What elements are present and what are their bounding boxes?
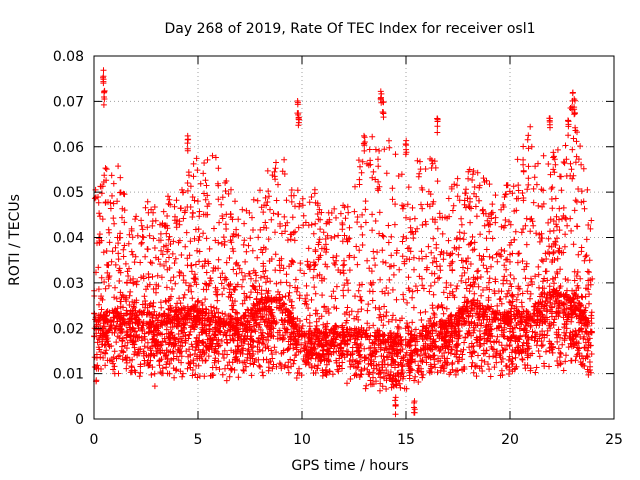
x-tick-label: 0 — [90, 432, 99, 448]
y-axis-label: ROTI / TECUs — [7, 194, 23, 286]
y-tick-label: 0.01 — [53, 367, 84, 383]
axis-ticks — [93, 55, 615, 420]
x-tick-label: 25 — [605, 432, 623, 448]
axis-tick-labels: 0 5 10 15 20 25 0 0.01 0.02 0.03 0.04 0.05 0.06 0.07 0… — [53, 49, 623, 448]
y-tick-label: 0.03 — [53, 276, 84, 292]
x-axis-label: GPS time / hours — [291, 458, 408, 474]
x-tick-label: 10 — [293, 432, 311, 448]
chart-title: Day 268 of 2019, Rate Of TEC Index for r… — [164, 21, 535, 37]
scatter-points — [91, 67, 596, 418]
y-tick-label: 0.05 — [53, 185, 84, 201]
y-tick-label: 0.07 — [53, 94, 84, 110]
y-tick-label: 0.08 — [53, 49, 84, 65]
y-tick-label: 0.04 — [53, 231, 84, 247]
x-tick-label: 20 — [501, 432, 519, 448]
data-points — [91, 67, 596, 418]
x-tick-label: 5 — [194, 432, 203, 448]
y-tick-label: 0.06 — [53, 140, 84, 156]
y-tick-label: 0 — [75, 412, 84, 428]
y-tick-label: 0.02 — [53, 321, 84, 337]
x-tick-label: 15 — [397, 432, 415, 448]
